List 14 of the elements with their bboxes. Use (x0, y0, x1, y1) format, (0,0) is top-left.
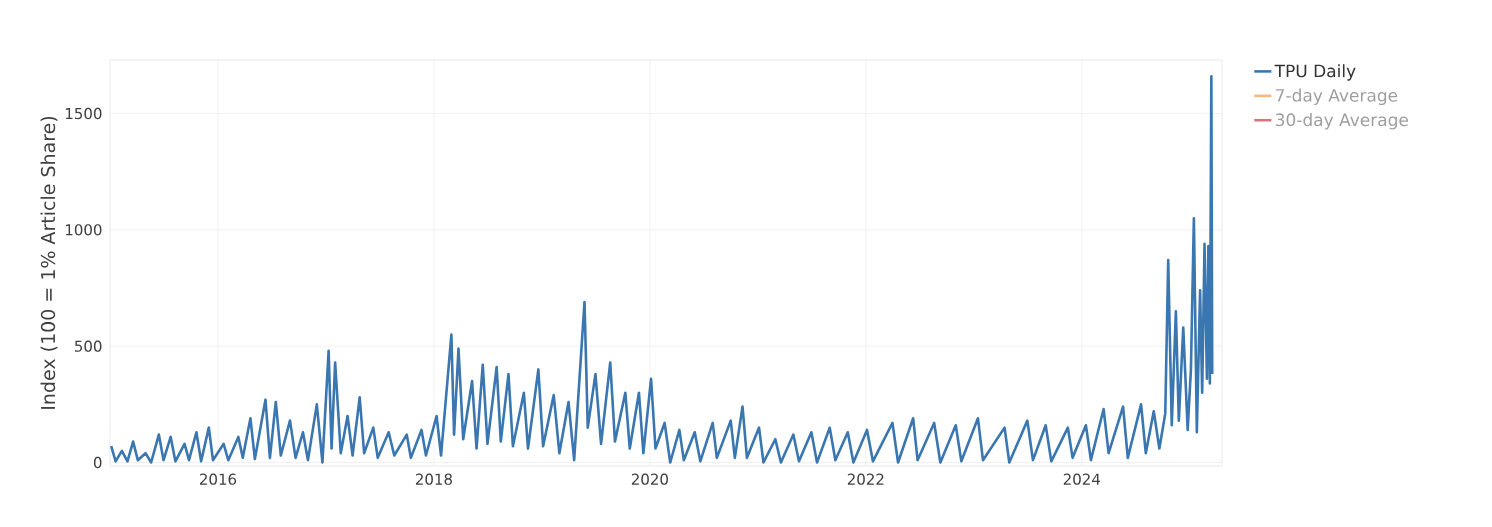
y-tick-label: 0 (93, 456, 102, 469)
line-series (109, 74, 1214, 464)
y-tick-label: 1500 (65, 107, 102, 120)
legend-label: TPU Daily (1274, 64, 1356, 81)
legend-label: 7-day Average (1276, 88, 1398, 106)
y-axis-title: Index (100 = 1% Article Share) (40, 116, 58, 409)
x-tick-label: 2020 (631, 473, 668, 485)
legend-label: 30-day Average (1275, 113, 1409, 130)
x-tick-label: 2022 (847, 473, 884, 485)
x-tick-label: 2024 (1063, 473, 1101, 485)
x-tick-label: 2018 (415, 473, 452, 485)
y-tick-label: 500 (75, 340, 102, 352)
y-tick-label: 1000 (65, 224, 102, 236)
x-tick-label: 2016 (200, 473, 237, 485)
